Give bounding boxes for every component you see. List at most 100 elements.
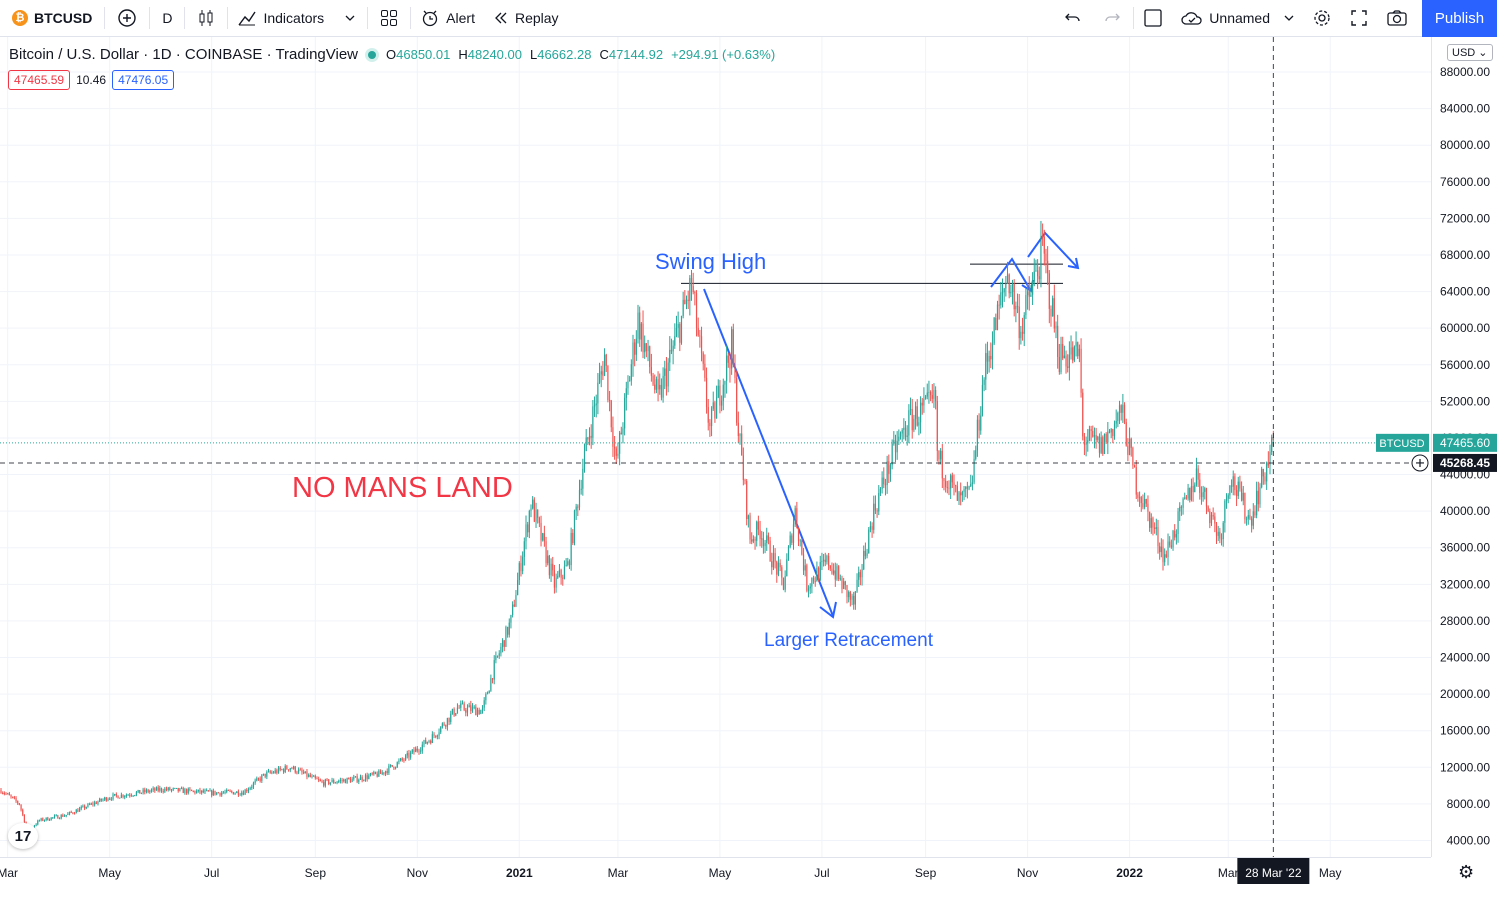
candle-body (341, 780, 343, 782)
candle-body (109, 798, 111, 800)
candle-body (1144, 498, 1146, 508)
chart-type-button[interactable] (185, 7, 229, 29)
interval-button[interactable]: D (150, 7, 186, 29)
larger-retracement-label[interactable]: Larger Retracement (764, 630, 934, 651)
undo-icon (1065, 13, 1080, 22)
candle-body (1169, 541, 1171, 546)
layout-name-button[interactable]: Unnamed (1172, 0, 1303, 37)
candle-body (359, 776, 362, 780)
price-tick-label: 68000.00 (1440, 248, 1490, 262)
swing-high-label[interactable]: Swing High (655, 249, 766, 274)
candle-body (23, 814, 26, 823)
compare-symbol-button[interactable] (105, 7, 151, 29)
select-square-button[interactable] (1134, 0, 1172, 37)
candle-body (797, 527, 800, 541)
price-tick-label: 28000.00 (1440, 614, 1490, 628)
candle-body (303, 772, 305, 774)
candle-body (1083, 436, 1086, 445)
ask-price[interactable]: 47476.05 (112, 70, 175, 90)
candle-body (562, 577, 564, 579)
price-axis[interactable]: 88000.00 84000.00 80000.00 76000.00 72000.00… (1431, 37, 1497, 857)
candle-body (801, 540, 803, 555)
indicators-dropdown[interactable] (333, 7, 369, 29)
candle-body (231, 791, 233, 793)
candle-body (881, 477, 883, 489)
candle-body (124, 796, 126, 798)
redo-button[interactable] (1091, 7, 1135, 29)
settings-button[interactable] (1303, 0, 1341, 37)
candle-body (319, 779, 321, 781)
currency-selector[interactable]: USD ⌄ (1447, 44, 1493, 61)
candle-body (413, 749, 415, 753)
candle-body (498, 653, 500, 656)
candle-body (239, 794, 241, 796)
candle-body (162, 790, 164, 792)
time-tick-label: Mar (1218, 866, 1239, 880)
bid-price[interactable]: 47465.59 (8, 70, 71, 90)
candle-body (542, 533, 544, 541)
candle-body (1251, 518, 1253, 526)
candle-body (466, 707, 469, 713)
candle-body (112, 794, 114, 800)
candle-body (17, 801, 19, 804)
layout-grid-button[interactable] (368, 7, 412, 29)
candle-body (170, 789, 173, 791)
no-mans-land-label[interactable]: NO MANS LAND (292, 472, 513, 504)
candle-body (1189, 487, 1191, 500)
candle-body (149, 791, 151, 793)
candle-body (458, 707, 460, 709)
candle-body (425, 740, 427, 744)
candle-body (966, 486, 968, 489)
alert-button[interactable]: Alert (411, 0, 484, 37)
candle-body (644, 343, 646, 353)
tradingview-logo[interactable]: 17 (8, 823, 38, 849)
price-chart[interactable]: BTCUSD Swing High Larger Retracement NO … (0, 37, 1431, 857)
candle-body (147, 789, 149, 793)
symbol-search-button[interactable]: ₿ BTCUSD (0, 7, 106, 29)
snapshot-button[interactable] (1377, 0, 1417, 37)
candle-body (532, 499, 534, 509)
candle-body (973, 458, 975, 483)
candle-body (386, 771, 388, 773)
time-axis[interactable]: Mar May Jul Sep Nov 2021 Mar May Jul Sep Nov 2022 Ma… (0, 857, 1431, 894)
candle-body (605, 354, 607, 366)
candle-body (746, 481, 748, 519)
candle-body (415, 748, 417, 753)
candle-body (923, 398, 925, 406)
fullscreen-button[interactable] (1341, 0, 1377, 37)
candle-body (1229, 485, 1231, 496)
undo-button[interactable] (1055, 0, 1091, 37)
candle-body (841, 578, 843, 589)
candle-body (1031, 281, 1034, 295)
candle-body (822, 559, 825, 561)
candle-body (90, 803, 92, 805)
candle-body (1117, 412, 1119, 421)
publish-button[interactable]: Publish (1422, 0, 1497, 37)
candle-body (670, 349, 673, 352)
replay-button[interactable]: Replay (484, 0, 568, 37)
last-symbol-tag (1376, 433, 1429, 452)
candle-body (410, 752, 412, 758)
candle-body (956, 486, 958, 501)
indicators-button[interactable]: Indicators (228, 0, 333, 37)
candle-body (772, 553, 775, 568)
candle-body (157, 787, 159, 791)
candle-body (809, 586, 811, 589)
candle-body (58, 818, 61, 820)
candle-body (1060, 344, 1062, 373)
close-value: 47144.92 (608, 47, 664, 62)
candle-body (851, 595, 853, 600)
candle-body (1112, 429, 1114, 437)
candle-body (1160, 546, 1162, 553)
candle-body (1005, 283, 1007, 289)
candle-body (164, 788, 166, 792)
gear-icon[interactable]: ⚙ (1458, 862, 1475, 882)
candle-body (441, 723, 443, 727)
candle-body (281, 769, 283, 771)
candle-body (928, 391, 930, 393)
symbol-title[interactable]: Bitcoin / U.S. Dollar · 1D · COINBASE · … (9, 46, 358, 63)
candle-body (100, 798, 102, 801)
candle-body (717, 385, 719, 398)
candle-body (105, 797, 107, 801)
candle-body (911, 409, 913, 431)
